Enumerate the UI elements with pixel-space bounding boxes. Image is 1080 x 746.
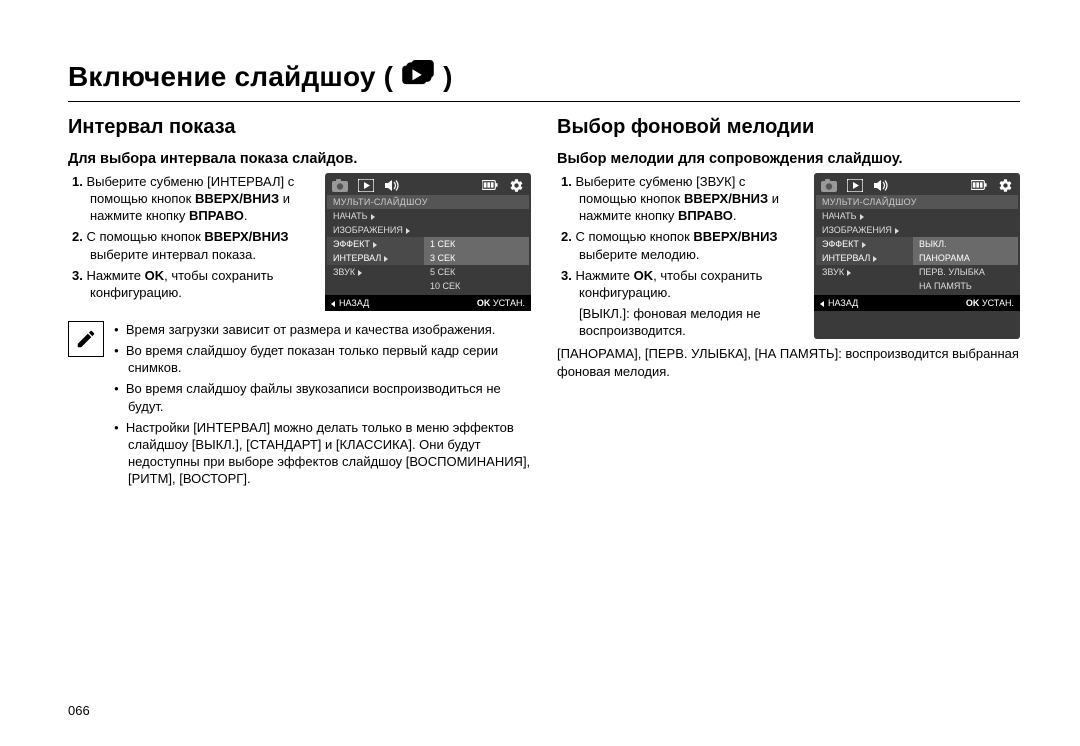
pencil-icon	[75, 328, 97, 350]
title-text: Включение слайдшоу (	[68, 61, 393, 92]
lcd-section: МУЛЬТИ-СЛАЙДШОУ	[327, 195, 529, 209]
lcd-row: ЗВУК ПЕРВ. УЛЫБКА	[816, 265, 1018, 279]
left-heading: Интервал показа	[68, 116, 531, 139]
page-title-row: Включение слайдшоу ( )	[68, 60, 1020, 102]
lcd-row: ИНТЕРВАЛ ПАНОРАМА	[816, 251, 1018, 265]
sound-icon	[873, 178, 889, 192]
bullet-item: Настройки [ИНТЕРВАЛ] можно делать только…	[114, 419, 531, 488]
note-icon	[68, 321, 104, 357]
gear-icon	[508, 178, 524, 192]
right-lcd: МУЛЬТИ-СЛАЙДШОУ НАЧАТЬ ИЗОБРАЖЕНИЯ ЭФФЕК…	[814, 173, 1020, 339]
left-bullets: Время загрузки зависит от размера и каче…	[114, 321, 531, 491]
step-item: 1. Выберите субменю [ЗВУК] с помощью кно…	[579, 173, 802, 224]
right-plain2: [ПАНОРАМА], [ПЕРВ. УЛЫБКА], [НА ПАМЯТЬ]:…	[557, 345, 1020, 379]
lcd-row: ЗВУК 5 СЕК	[327, 265, 529, 279]
lcd-row: ЭФФЕКТ ВЫКЛ.	[816, 237, 1018, 251]
lcd-row: ИЗОБРАЖЕНИЯ	[816, 223, 1018, 237]
right-column: Выбор фоновой мелодии Выбор мелодии для …	[557, 116, 1020, 491]
lcd-row: НА ПАМЯТЬ	[816, 279, 1018, 293]
lcd-table: НАЧАТЬ ИЗОБРАЖЕНИЯ ЭФФЕКТ ВЫКЛ. ИНТЕРВАЛ…	[816, 209, 1018, 293]
page-number: 066	[68, 703, 90, 718]
lcd-row: ЭФФЕКТ 1 СЕК	[327, 237, 529, 251]
right-heading: Выбор фоновой мелодии	[557, 116, 1020, 139]
lcd-row: ИЗОБРАЖЕНИЯ	[327, 223, 529, 237]
right-subtitle: Выбор мелодии для сопровождения слайдшоу…	[557, 151, 1020, 167]
play-icon	[358, 178, 374, 192]
lcd-bottom: НАЗАД OK УСТАН.	[814, 295, 1020, 311]
right-plain1-label: [ВЫКЛ.]:	[579, 306, 630, 321]
bullet-item: Во время слайдшоу будет показан только п…	[114, 342, 531, 376]
lcd-row: ИНТЕРВАЛ 3 СЕК	[327, 251, 529, 265]
title-close: )	[443, 61, 453, 92]
right-steps: 1. Выберите субменю [ЗВУК] с помощью кно…	[557, 173, 802, 339]
bullet-item: Время загрузки зависит от размера и каче…	[114, 321, 531, 338]
camera-icon	[332, 178, 348, 192]
left-steps: 1. Выберите субменю [ИНТЕРВАЛ] с помощью…	[68, 173, 313, 311]
bullet-item: Во время слайдшоу файлы звукозаписи восп…	[114, 380, 531, 414]
lcd-row: НАЧАТЬ	[327, 209, 529, 223]
lcd-table: НАЧАТЬ ИЗОБРАЖЕНИЯ ЭФФЕКТ 1 СЕК ИНТЕРВАЛ…	[327, 209, 529, 293]
left-lcd: МУЛЬТИ-СЛАЙДШОУ НАЧАТЬ ИЗОБРАЖЕНИЯ ЭФФЕК…	[325, 173, 531, 311]
step-item: 3. Нажмите OK, чтобы сохранить конфигура…	[90, 267, 313, 301]
page-title: Включение слайдшоу ( )	[68, 60, 453, 93]
step-item: 1. Выберите субменю [ИНТЕРВАЛ] с помощью…	[90, 173, 313, 224]
right-plain1: [ВЫКЛ.]: фоновая мелодия не воспроизводи…	[557, 305, 802, 339]
battery-icon	[971, 178, 987, 192]
step-item: 2. С помощью кнопок ВВЕРХ/ВНИЗ выберите …	[579, 228, 802, 262]
step-item: 3. Нажмите OK, чтобы сохранить конфигура…	[579, 267, 802, 301]
slideshow-icon	[401, 60, 435, 86]
sound-icon	[384, 178, 400, 192]
play-icon	[847, 178, 863, 192]
lcd-bottom: НАЗАД OK УСТАН.	[325, 295, 531, 311]
left-subtitle: Для выбора интервала показа слайдов.	[68, 151, 531, 167]
lcd-section: МУЛЬТИ-СЛАЙДШОУ	[816, 195, 1018, 209]
lcd-top-icons	[814, 173, 1020, 195]
gear-icon	[997, 178, 1013, 192]
lcd-row: НАЧАТЬ	[816, 209, 1018, 223]
step-item: 2. С помощью кнопок ВВЕРХ/ВНИЗ выберите …	[90, 228, 313, 262]
left-column: Интервал показа Для выбора интервала пок…	[68, 116, 531, 491]
camera-icon	[821, 178, 837, 192]
battery-icon	[482, 178, 498, 192]
lcd-top-icons	[325, 173, 531, 195]
lcd-row: 10 СЕК	[327, 279, 529, 293]
